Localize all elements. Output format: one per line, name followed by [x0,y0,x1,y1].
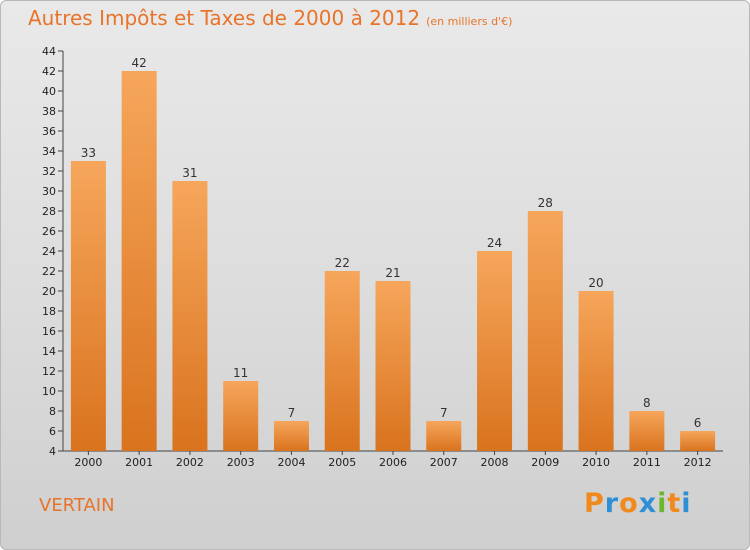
y-tick-label: 30 [42,185,56,198]
bar-2008 [477,251,513,451]
y-tick-label: 24 [42,245,56,258]
value-label-2003: 11 [233,366,248,380]
x-tick-label-2000: 2000 [74,456,102,469]
logo-letter: o [619,488,639,519]
value-label-2005: 22 [335,256,350,270]
value-label-2011: 8 [643,396,651,410]
y-tick-label: 34 [42,145,56,158]
y-axis: 4 6 8 10 12 14 16 18 20 22 24 26 28 30 32 34 36 38 40 42 44 [42,45,64,458]
value-label-2002: 31 [182,166,197,180]
bar-2011 [629,411,665,451]
bar-2005 [324,271,360,451]
value-label-2006: 21 [385,266,400,280]
y-tick-label: 44 [42,45,56,58]
x-tick-label-2004: 2004 [277,456,305,469]
bar-2006 [375,281,411,451]
x-tick-label-2012: 2012 [684,456,712,469]
proxiti-logo: Proxiti [584,488,692,519]
bar-2002 [172,181,208,451]
bar-2009 [527,211,563,451]
bar-2003 [223,381,259,451]
x-tick-label-2006: 2006 [379,456,407,469]
y-tick-label: 42 [42,65,56,78]
bar-2012 [680,431,716,451]
bar-2007 [426,421,462,451]
value-label-2007: 7 [440,406,448,420]
x-tick-label-2008: 2008 [481,456,509,469]
value-label-2001: 42 [132,56,147,70]
bar-2004 [273,421,309,451]
y-tick-label: 14 [42,345,56,358]
x-tick-label-2003: 2003 [227,456,255,469]
bar-2010 [578,291,614,451]
x-tick-label-2005: 2005 [328,456,356,469]
value-label-2008: 24 [487,236,502,250]
y-tick-label: 18 [42,305,56,318]
value-label-2010: 20 [588,276,603,290]
y-tick-label: 38 [42,105,56,118]
value-label-2012: 6 [694,416,702,430]
y-tick-label: 32 [42,165,56,178]
x-tick-label-2010: 2010 [582,456,610,469]
y-tick-label: 4 [49,445,56,458]
logo-letter: i [657,488,668,519]
bar-2001 [121,71,157,451]
y-tick-label: 40 [42,85,56,98]
y-tick-label: 12 [42,365,56,378]
bars: 33 42 31 11 7 22 21 7 24 28 20 8 6 [70,56,716,451]
x-tick-label-2009: 2009 [531,456,559,469]
title-text: Autres Impôts et Taxes de 2000 à 2012 [28,6,421,30]
y-tick-label: 10 [42,385,56,398]
value-label-2004: 7 [288,406,296,420]
commune-name: VERTAIN [39,495,115,516]
bar-2000 [70,161,106,451]
x-tick-label-2002: 2002 [176,456,204,469]
x-tick-label-2001: 2001 [125,456,153,469]
y-tick-label: 6 [49,425,56,438]
value-label-2009: 28 [538,196,553,210]
logo-letter: r [604,488,620,519]
value-label-2000: 33 [81,146,96,160]
chart-title: Autres Impôts et Taxes de 2000 à 2012 (en… [28,6,512,30]
y-tick-label: 36 [42,125,56,138]
y-tick-label: 16 [42,325,56,338]
x-axis: 2000 2001 2002 2003 2004 2005 2006 2007 2008 2009… [63,450,723,469]
unit-note: (en milliers d'€) [426,15,513,28]
y-tick-label: 22 [42,265,56,278]
x-tick-label-2011: 2011 [633,456,661,469]
y-tick-label: 20 [42,285,56,298]
x-tick-label-2007: 2007 [430,456,458,469]
y-tick-label: 26 [42,225,56,238]
logo-letter: x [638,488,658,519]
logo-letter: P [584,488,605,519]
y-tick-label: 28 [42,205,56,218]
y-tick-label: 8 [49,405,56,418]
logo-letter: i [681,488,692,519]
logo-letter: t [667,488,682,519]
